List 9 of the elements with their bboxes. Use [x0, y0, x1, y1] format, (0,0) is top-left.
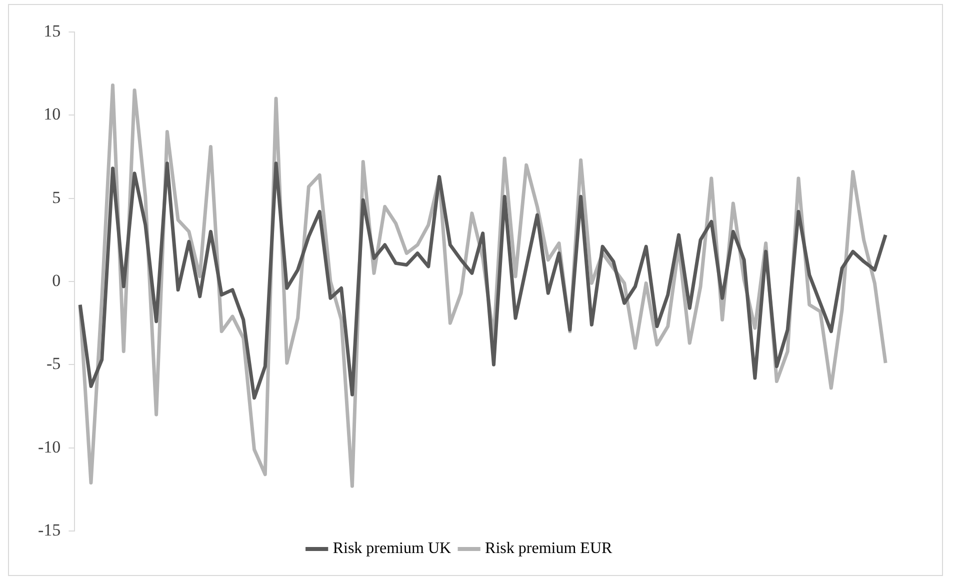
- y-tick-label: 10: [44, 104, 61, 124]
- y-tick-label: -5: [46, 354, 61, 374]
- legend-label: Risk premium UK: [332, 540, 452, 558]
- y-tick-label: -15: [38, 520, 61, 540]
- y-tick-label: 5: [52, 188, 61, 207]
- legend-label: Risk premium EUR: [485, 540, 612, 558]
- y-tick-label: 0: [52, 270, 61, 290]
- y-tick-label: 15: [44, 21, 61, 40]
- y-tick-label: -10: [38, 437, 61, 456]
